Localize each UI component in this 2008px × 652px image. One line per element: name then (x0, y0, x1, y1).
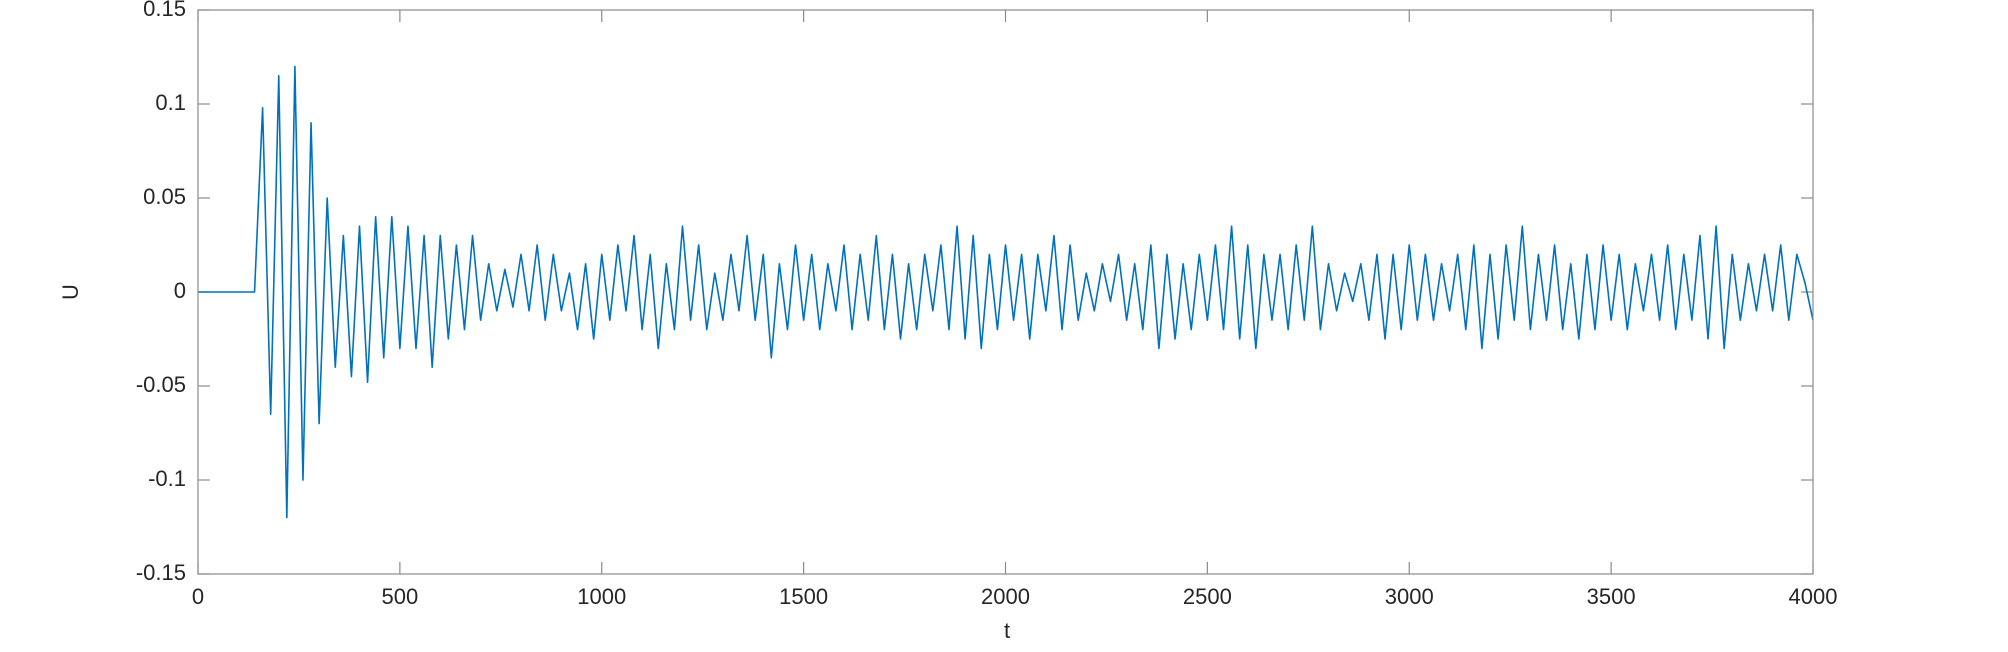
x-tick-label: 3500 (1587, 584, 1636, 609)
y-tick-label: 0.1 (155, 90, 186, 115)
x-tick-label: 2000 (981, 584, 1030, 609)
x-axis-label: t (1004, 618, 1010, 643)
x-tick-label: 3000 (1385, 584, 1434, 609)
x-tick-label: 1500 (779, 584, 828, 609)
y-tick-label: -0.05 (136, 372, 186, 397)
x-tick-label: 500 (382, 584, 419, 609)
plot-frame (197, 9, 1814, 575)
y-tick-label: 0 (174, 278, 186, 303)
data-line (198, 65, 1814, 519)
y-tick-label: -0.1 (148, 466, 186, 491)
y-tick-label: 0.05 (143, 184, 186, 209)
x-tick-label: 4000 (1789, 584, 1838, 609)
y-tick-label: -0.15 (136, 560, 186, 585)
y-tick-label: 0.15 (143, 0, 186, 21)
x-tick-label: 2500 (1183, 584, 1232, 609)
x-tick-label: 1000 (577, 584, 626, 609)
x-tick-label: 0 (192, 584, 204, 609)
y-axis-label: U (58, 284, 83, 300)
